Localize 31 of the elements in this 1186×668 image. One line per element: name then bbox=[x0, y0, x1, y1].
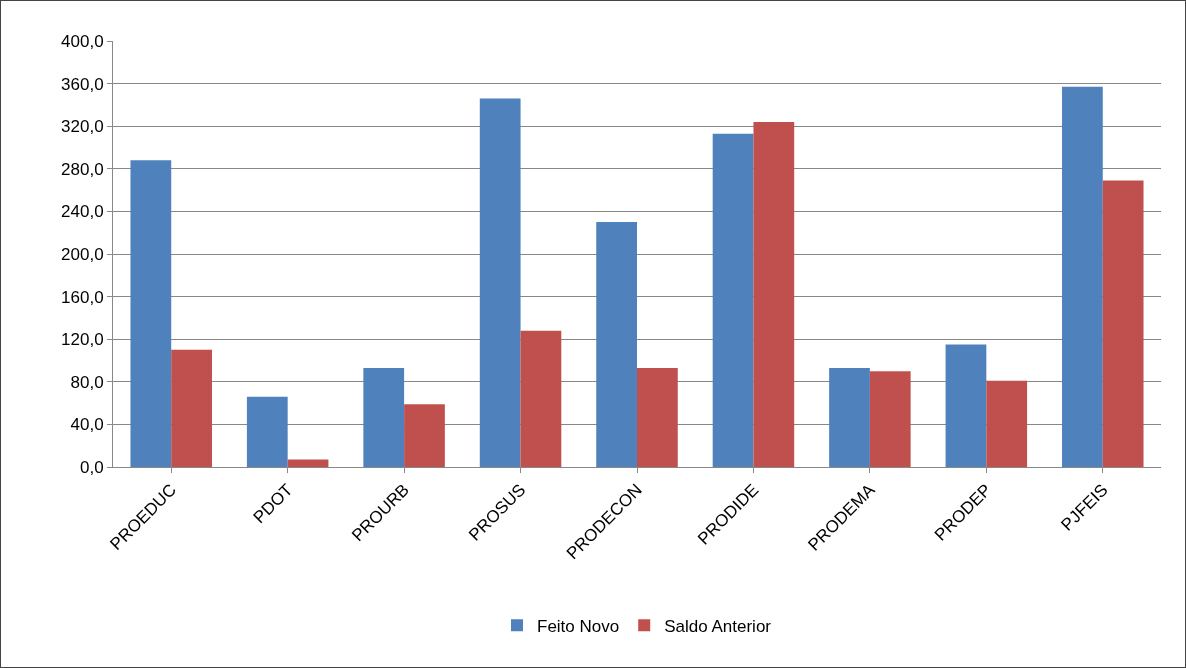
bar bbox=[712, 133, 754, 467]
bar bbox=[1062, 86, 1103, 467]
bar bbox=[479, 98, 521, 467]
y-tick-label: 40,0 bbox=[70, 415, 104, 435]
bar bbox=[637, 367, 678, 467]
y-tick-label: 240,0 bbox=[61, 202, 104, 222]
bar bbox=[986, 380, 1028, 467]
bar bbox=[246, 396, 288, 467]
bar bbox=[753, 121, 795, 467]
y-tick-label: 200,0 bbox=[61, 244, 104, 264]
y-tick-label: 0,0 bbox=[79, 457, 104, 477]
bar bbox=[945, 344, 987, 467]
legend-label: Saldo Anterior bbox=[664, 616, 772, 636]
bar bbox=[171, 349, 212, 467]
bar bbox=[520, 330, 562, 467]
y-tick-label: 280,0 bbox=[61, 159, 104, 179]
y-tick-label: 80,0 bbox=[70, 372, 104, 392]
y-tick-label: 400,0 bbox=[61, 31, 104, 51]
bar bbox=[404, 404, 445, 467]
legend-label: Feito Novo bbox=[537, 616, 620, 636]
bar bbox=[363, 367, 405, 467]
y-tick-label: 320,0 bbox=[61, 117, 104, 137]
bar bbox=[596, 222, 637, 467]
bar bbox=[287, 459, 329, 467]
y-tick-label: 160,0 bbox=[61, 287, 104, 307]
bar bbox=[1102, 180, 1144, 467]
bar bbox=[130, 160, 172, 467]
y-tick-label: 120,0 bbox=[61, 330, 104, 350]
y-tick-label: 360,0 bbox=[61, 74, 104, 94]
bar bbox=[869, 371, 911, 467]
bar bbox=[829, 367, 870, 467]
